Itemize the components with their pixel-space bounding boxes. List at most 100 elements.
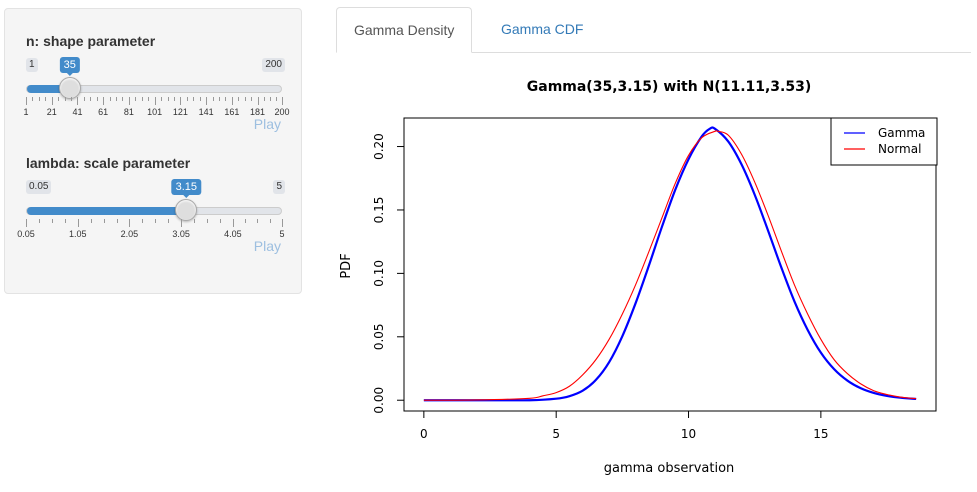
scale-slider-minor-tick — [64, 219, 66, 223]
series-line-normal — [423, 130, 917, 401]
y-tick-label: 0.20 — [372, 133, 386, 160]
scale-slider-minor-tick — [155, 219, 157, 223]
scale-slider-handle[interactable] — [175, 199, 198, 221]
shape-slider-minor-tick — [116, 97, 118, 101]
shape-slider-minor-tick — [193, 97, 195, 101]
shape-slider-tick-label: 200 — [274, 107, 290, 117]
shape-slider-label: n: shape parameter — [26, 33, 156, 49]
y-tick-label: 0.15 — [372, 197, 386, 224]
x-tick-label: 0 — [420, 427, 428, 441]
shape-slider-grid: 1 21 41 61 81 101 121 141 161 181 200 — [23, 97, 290, 117]
y-tick-label: 0.00 — [372, 387, 386, 414]
shape-slider-tick-label: 121 — [172, 107, 188, 117]
scale-slider-minor-tick — [38, 219, 40, 223]
shape-play-button[interactable]: Play — [253, 116, 281, 132]
shape-slider-minor-tick — [199, 97, 201, 101]
shape-slider-major-tick — [51, 97, 53, 105]
shape-slider-minor-tick — [32, 97, 34, 101]
chart-title: Gamma(35,3.15) with N(11.11,3.53) — [527, 79, 812, 95]
scale-slider-minor-tick — [90, 219, 92, 223]
legend-entry-normal: Normal — [878, 142, 921, 156]
scale-slider-minor-tick — [219, 219, 221, 223]
shape-slider-tick-label: 81 — [123, 107, 134, 117]
shape-slider-major-tick — [282, 97, 283, 105]
scale-slider-minor-tick — [269, 219, 271, 223]
legend-entry-gamma: Gamma — [878, 126, 925, 140]
scale-slider-max: 5 — [273, 180, 285, 194]
tab-gamma-cdf[interactable]: Gamma CDF — [501, 21, 584, 37]
shape-slider-tick-label: 101 — [147, 107, 163, 117]
shape-slider-tick-label: 181 — [250, 107, 266, 117]
series-line-gamma — [423, 126, 917, 402]
shape-slider-minor-tick — [167, 97, 169, 101]
shape-slider-value: 35 — [59, 57, 80, 76]
shape-slider-major-tick — [128, 97, 130, 105]
shape-slider-minor-tick — [109, 97, 111, 101]
shape-slider-minor-tick — [58, 97, 60, 101]
scale-slider-label: lambda: scale parameter — [26, 155, 191, 171]
x-tick-label: 15 — [813, 427, 828, 441]
shape-slider-minor-tick — [238, 97, 240, 101]
tab-gamma-density[interactable]: Gamma Density — [336, 7, 473, 53]
scale-slider-grid: 0.05 1.05 2.05 3.05 4.05 5 — [17, 219, 285, 239]
scale-slider-minor-tick — [257, 219, 259, 223]
chart-legend: Gamma Normal — [830, 117, 938, 166]
shape-slider-major-tick — [154, 97, 156, 105]
scale-play-button[interactable]: Play — [253, 238, 281, 254]
scale-slider-tick-label: 1.05 — [68, 229, 87, 239]
shape-slider-major-tick — [103, 97, 105, 105]
scale-slider-minor-tick — [142, 219, 144, 223]
scale-slider-major-tick — [282, 219, 283, 227]
shape-slider-minor-tick — [71, 97, 73, 101]
tab-bar: Gamma Density Gamma CDF — [336, 7, 971, 53]
y-tick-label: 0.10 — [372, 260, 386, 287]
shape-slider-minor-tick — [141, 97, 143, 101]
shape-slider-minor-tick — [244, 97, 246, 101]
scale-slider-major-tick — [26, 219, 27, 227]
shape-slider-minor-tick — [173, 97, 175, 101]
shape-slider-max: 200 — [262, 58, 285, 72]
shape-slider-minor-tick — [251, 97, 253, 101]
shape-slider-minor-tick — [275, 97, 277, 101]
shape-slider-minor-tick — [269, 97, 271, 101]
shape-slider-handle[interactable] — [58, 77, 81, 99]
shape-slider-tick-label: 61 — [98, 107, 109, 117]
scale-slider-minor-tick — [207, 219, 208, 223]
scale-slider-major-tick — [232, 219, 234, 227]
shape-slider-major-tick — [257, 97, 259, 105]
shape-slider-tick-label: 1 — [23, 107, 29, 117]
y-axis: 0.00 0.05 0.10 0.15 0.20 — [372, 133, 405, 414]
scale-slider-minor-tick — [245, 219, 247, 223]
shape-slider-major-tick — [180, 97, 182, 105]
shape-slider-minor-tick — [83, 97, 85, 101]
shape-slider-bar — [27, 85, 71, 93]
shape-slider-minor-tick — [90, 97, 92, 101]
scale-slider-major-tick — [181, 219, 183, 227]
scale-slider-min: 0.05 — [26, 180, 52, 194]
x-tick-label: 5 — [552, 427, 560, 441]
scale-slider-tick-label: 4.05 — [224, 229, 242, 239]
shape-slider-minor-tick — [212, 97, 214, 101]
shape-slider-minor-tick — [96, 97, 98, 101]
shape-slider-minor-tick — [64, 97, 66, 101]
scale-slider-minor-tick — [168, 219, 170, 223]
scale-slider-tick-label: 3.05 — [172, 229, 190, 239]
series-layer — [423, 126, 917, 402]
shape-slider-minor-tick — [161, 97, 163, 101]
shape-slider-tick-label: 21 — [46, 107, 57, 117]
x-axis: 0 5 10 15 — [420, 410, 829, 441]
shape-slider-minor-tick — [45, 97, 47, 101]
scale-slider-tick-label: 0.05 — [17, 229, 35, 239]
scale-slider-value: 3.15 — [171, 179, 202, 198]
shape-slider-track[interactable] — [26, 85, 282, 93]
scale-slider-major-tick — [129, 219, 131, 227]
y-tick-label: 0.05 — [372, 323, 386, 350]
shape-slider-minor-tick — [38, 97, 40, 101]
shape-slider-tick-label: 161 — [224, 107, 240, 117]
scale-slider-tick-label: 2.05 — [120, 229, 139, 239]
scale-slider-track[interactable] — [26, 207, 282, 215]
scale-slider-minor-tick — [103, 219, 105, 223]
shape-slider-minor-tick — [186, 97, 188, 101]
scale-slider-major-tick — [77, 219, 79, 227]
shape-slider-major-tick — [206, 97, 208, 105]
